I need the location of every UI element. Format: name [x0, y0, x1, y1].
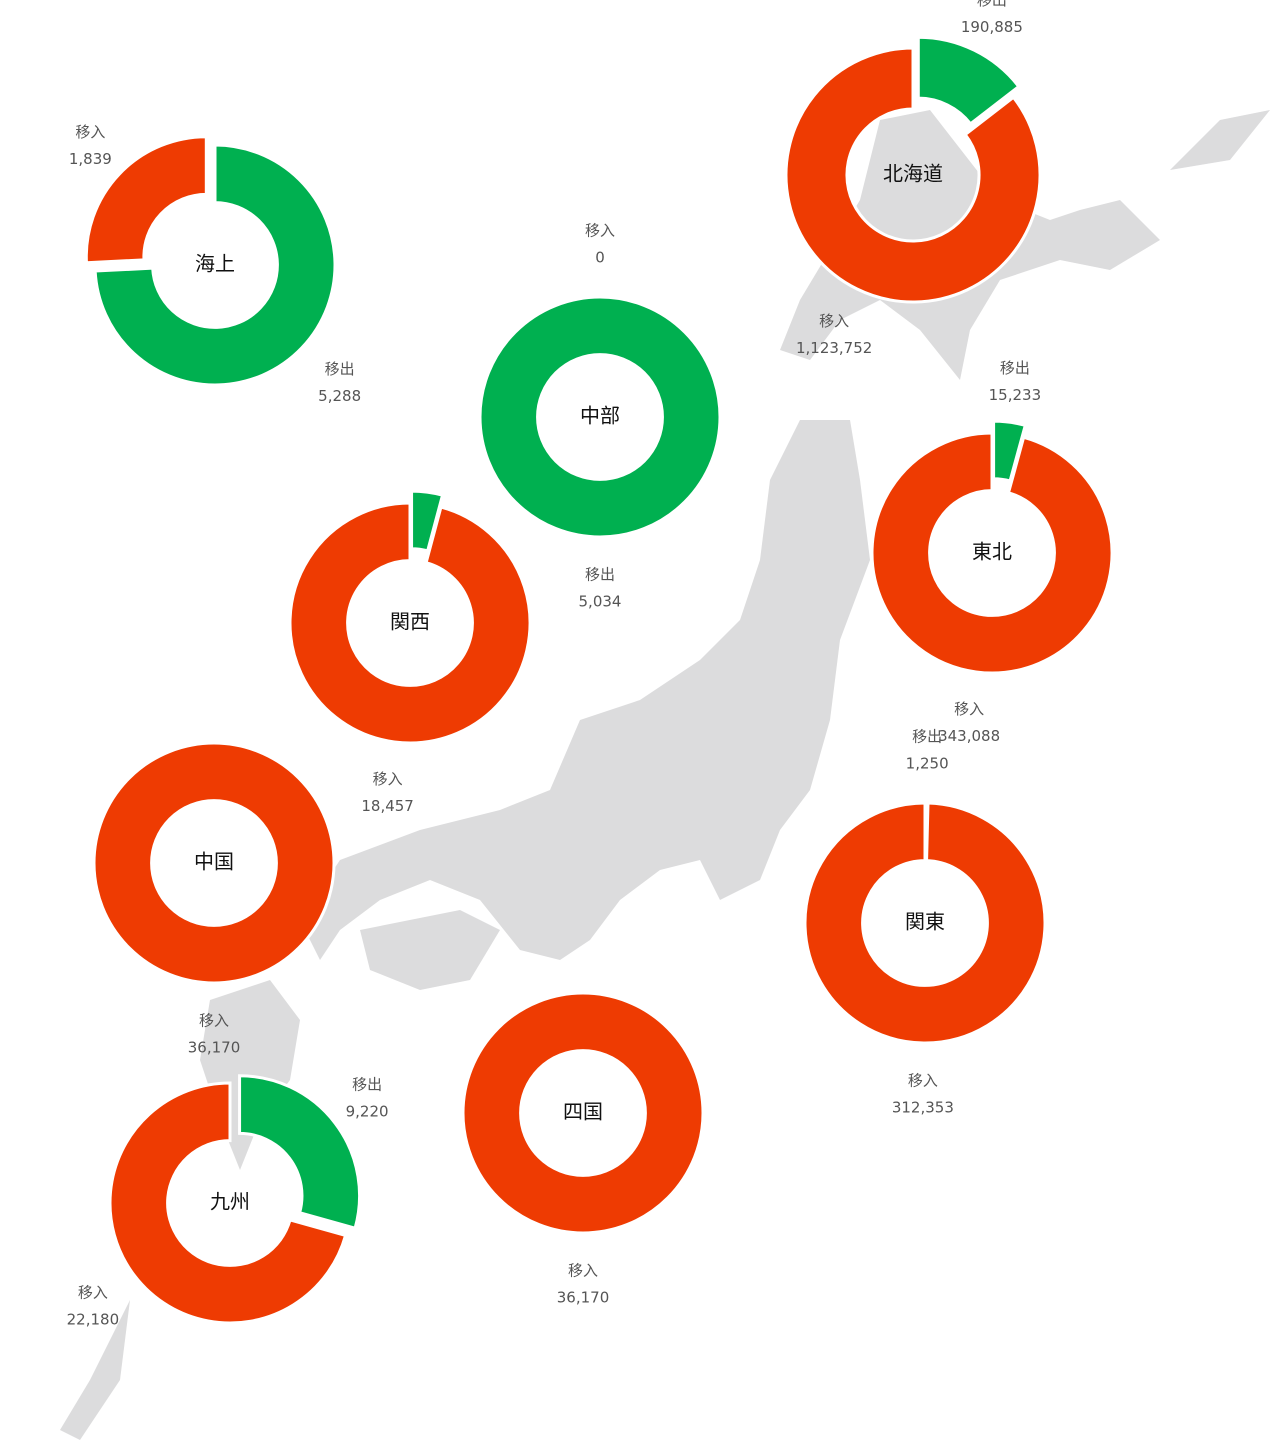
slice-category: 移入 — [585, 222, 615, 240]
region-label: 中部 — [580, 404, 620, 428]
slice-category: 移入 — [78, 1283, 108, 1301]
slice-value: 190,885 — [961, 18, 1023, 36]
region-label: 関西 — [390, 610, 430, 634]
region-label: 東北 — [972, 540, 1012, 564]
slice-value: 1,123,752 — [796, 339, 872, 357]
slice-value: 0 — [595, 249, 605, 267]
slice-category: 移出 — [585, 566, 615, 584]
donut-charts: 移出5,288移入1,839海上移出190,885移入1,123,752北海道移… — [67, 0, 1114, 1328]
slice — [238, 1074, 362, 1231]
slice-value: 1,839 — [69, 150, 112, 168]
shikoku-shape — [360, 910, 500, 990]
slice-value: 1,250 — [906, 755, 949, 773]
slice-value: 9,220 — [346, 1103, 389, 1121]
slice — [478, 295, 722, 539]
slice-value: 312,353 — [892, 1098, 954, 1116]
slice-category: 移入 — [954, 700, 984, 718]
honshu-shape — [300, 420, 870, 960]
donut: 移出 5,288 移入 1,839 海上 — [69, 123, 361, 405]
slice-category: 移出 — [352, 1076, 382, 1094]
slice-category: 移入 — [908, 1071, 938, 1089]
slice-category: 移入 — [568, 1262, 598, 1280]
slice-value: 36,170 — [188, 1039, 241, 1057]
slice-value: 18,457 — [361, 797, 414, 815]
slice-category: 移入 — [373, 770, 403, 788]
region-label: 九州 — [210, 1190, 250, 1214]
slice-category: 移出 — [977, 0, 1007, 9]
slice-category: 移出 — [325, 360, 355, 378]
slice — [410, 489, 445, 553]
donut: 移入 36,170 四国 — [461, 991, 705, 1307]
slice-category: 移入 — [819, 312, 849, 330]
donut: 移入 18,457 関西 — [288, 489, 532, 815]
slice — [870, 431, 1114, 675]
slice — [784, 46, 1042, 304]
slice — [992, 419, 1028, 483]
slice-category: 移出 — [912, 728, 942, 746]
region-label: 海上 — [195, 252, 235, 276]
slice — [803, 801, 1047, 1045]
slice — [288, 501, 532, 745]
hokkaido-shape — [780, 110, 1270, 380]
donut: 移出 1,250 移入 312,353 関東 — [803, 728, 1047, 1116]
region-label: 四国 — [563, 1100, 603, 1124]
slice-value: 15,233 — [989, 386, 1042, 404]
donut: 移出 190,885 移入 1,123,752 北海道 — [784, 0, 1042, 357]
region-label: 関東 — [905, 910, 945, 934]
slice-category: 移入 — [75, 123, 105, 141]
slice-value: 36,170 — [557, 1289, 610, 1307]
donut: 移出 9,220 移入 22,180 九州 — [67, 1074, 389, 1328]
slice — [461, 991, 705, 1235]
slice-value: 343,088 — [938, 727, 1000, 745]
slice-category: 移入 — [199, 1012, 229, 1030]
kyushu-shape — [60, 980, 300, 1440]
slice-category: 移出 — [1000, 359, 1030, 377]
slice — [93, 143, 337, 387]
slice-value: 5,288 — [318, 387, 361, 405]
donut: 移出 15,233 移入 343,088 東北 — [870, 359, 1114, 745]
donut: 移入 36,170 中国 — [92, 741, 336, 1057]
slice — [84, 135, 208, 265]
slice — [916, 35, 1021, 126]
slice-value: 22,180 — [67, 1310, 120, 1328]
slice-value: 5,034 — [579, 593, 622, 611]
region-label: 北海道 — [883, 162, 943, 186]
donut: 移出 5,034 移入 0 中部 — [478, 222, 722, 611]
slice — [108, 1081, 348, 1325]
region-label: 中国 — [194, 850, 234, 874]
slice — [92, 741, 336, 985]
